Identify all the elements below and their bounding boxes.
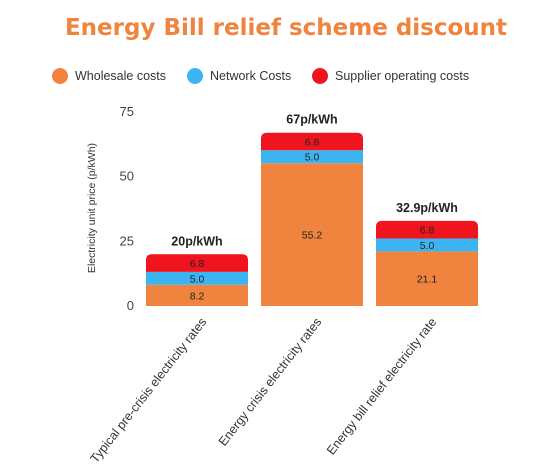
legend: Wholesale costs Network Costs Supplier ope… — [52, 68, 469, 84]
bar-segment-network-costs — [261, 150, 363, 164]
bar-segment-network-costs — [146, 271, 248, 285]
y-tick-label: 50 — [120, 169, 134, 184]
bar-value-label: 8.2 — [190, 290, 205, 302]
legend-swatch-supplier-operating-costs — [312, 68, 328, 84]
x-tick-label: Typical pre-crisis electricity rates — [88, 315, 210, 465]
bar-value-label: 6.8 — [305, 136, 320, 148]
bar-segment-wholesale-costs — [261, 163, 363, 306]
x-tick-label: Energy bill relief electricity rate — [324, 315, 439, 457]
bar-segment-network-costs — [376, 238, 478, 252]
bar-segment-supplier-operating-costs — [261, 132, 363, 151]
x-axis-ticks: Typical pre-crisis electricity rates Ener… — [88, 315, 440, 465]
bars: 8.2 5.0 6.8 20p/kWh 55.2 5.0 6.8 67p/kWh 21.1 5.0… — [146, 113, 478, 306]
legend-swatch-network-costs — [187, 68, 203, 84]
bar-total-label: 20p/kWh — [171, 234, 222, 248]
bar-value-label: 6.8 — [190, 258, 205, 270]
bar-total-label: 67p/kWh — [286, 113, 337, 127]
bar-value-label: 21.1 — [417, 274, 438, 286]
bar-stack-3: 21.1 5.0 6.8 32.9p/kWh — [376, 201, 478, 306]
bar-segment-supplier-operating-costs — [376, 220, 478, 239]
bar-segment-wholesale-costs — [376, 251, 478, 306]
bar-total-label: 32.9p/kWh — [396, 201, 458, 215]
legend-label-supplier-operating-costs: Supplier operating costs — [335, 69, 469, 83]
bar-stack-2: 55.2 5.0 6.8 67p/kWh — [261, 113, 363, 306]
y-tick-label: 25 — [120, 233, 134, 248]
legend-label-network-costs: Network Costs — [210, 69, 291, 83]
bar-segment-supplier-operating-costs — [146, 254, 248, 272]
chart-title: Energy Bill relief scheme discount — [65, 15, 507, 41]
bar-value-label: 6.8 — [420, 225, 435, 237]
y-tick-label: 75 — [120, 104, 134, 119]
y-tick-label: 0 — [127, 298, 134, 313]
bar-value-label: 5.0 — [420, 240, 435, 252]
y-axis-ticks: 0 25 50 75 — [120, 104, 134, 313]
bar-stack-1: 8.2 5.0 6.8 20p/kWh — [146, 234, 248, 306]
y-axis-label: Electricity unit price (p/kWh) — [86, 143, 98, 273]
bar-segment-wholesale-costs — [146, 284, 248, 306]
x-tick-label: Energy crisis electricity rates — [216, 315, 325, 448]
bar-value-label: 5.0 — [305, 152, 320, 164]
bar-value-label: 55.2 — [302, 230, 323, 242]
bar-value-label: 5.0 — [190, 273, 205, 285]
legend-swatch-wholesale-costs — [52, 68, 68, 84]
legend-label-wholesale-costs: Wholesale costs — [75, 69, 166, 83]
